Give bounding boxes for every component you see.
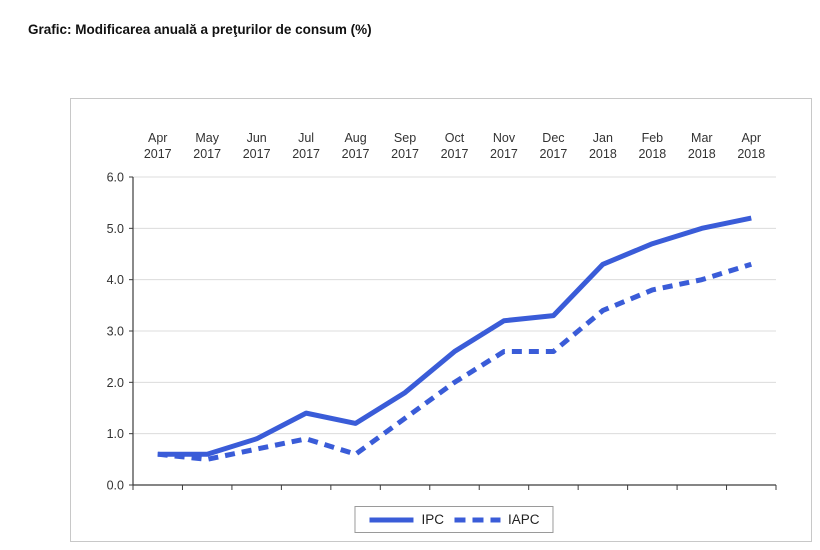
- line-chart: 0.0 1.0 2.0 3.0 4.0 5.0 6.0 Apr 2017 May 2017 Jun 20…: [107, 131, 777, 493]
- x-tick-label: Sep 2017: [391, 131, 419, 161]
- x-tick-label: Jun 2017: [243, 131, 271, 161]
- x-tick-label: Feb 2018: [638, 131, 666, 161]
- y-tick-label: 6.0: [107, 171, 124, 185]
- chart-title: Grafic: Modificarea anuală a preţurilor …: [28, 22, 372, 37]
- ipc-line: [157, 215, 752, 457]
- x-tick-label: Aug 2017: [342, 131, 370, 161]
- chart-container: 0.0 1.0 2.0 3.0 4.0 5.0 6.0 Apr 2017 May 2017 Jun 20…: [70, 98, 812, 542]
- y-tick-label: 1.0: [107, 427, 124, 441]
- x-tick-label: Nov 2017: [490, 131, 518, 161]
- y-tick-label: 3.0: [107, 325, 124, 339]
- y-tick-label: 5.0: [107, 222, 124, 236]
- x-tick-label: Apr 2017: [144, 131, 172, 161]
- iapc-dashed-line-icon: [454, 517, 500, 522]
- legend-label-ipc: IPC: [421, 512, 444, 527]
- x-tick-label: Apr 2018: [737, 131, 765, 161]
- x-tick-label: Oct 2017: [441, 131, 469, 161]
- x-tick-label: Dec 2017: [540, 131, 568, 161]
- y-tick-label: 0.0: [107, 479, 124, 493]
- y-tick-label: 4.0: [107, 273, 124, 287]
- x-tick-label: Jan 2018: [589, 131, 617, 161]
- iapc-line: [157, 261, 753, 462]
- x-tick-label: Mar 2018: [688, 131, 716, 161]
- legend-label-iapc: IAPC: [508, 512, 540, 527]
- x-tick-label: Jul 2017: [292, 131, 320, 161]
- legend-item-iapc: IAPC: [453, 512, 540, 527]
- legend-item-ipc: IPC: [368, 512, 444, 527]
- chart-legend: IPC IAPC: [354, 506, 554, 533]
- ipc-solid-line-icon: [369, 517, 414, 522]
- x-tick-label: May 2017: [193, 131, 221, 161]
- y-tick-label: 2.0: [107, 376, 124, 390]
